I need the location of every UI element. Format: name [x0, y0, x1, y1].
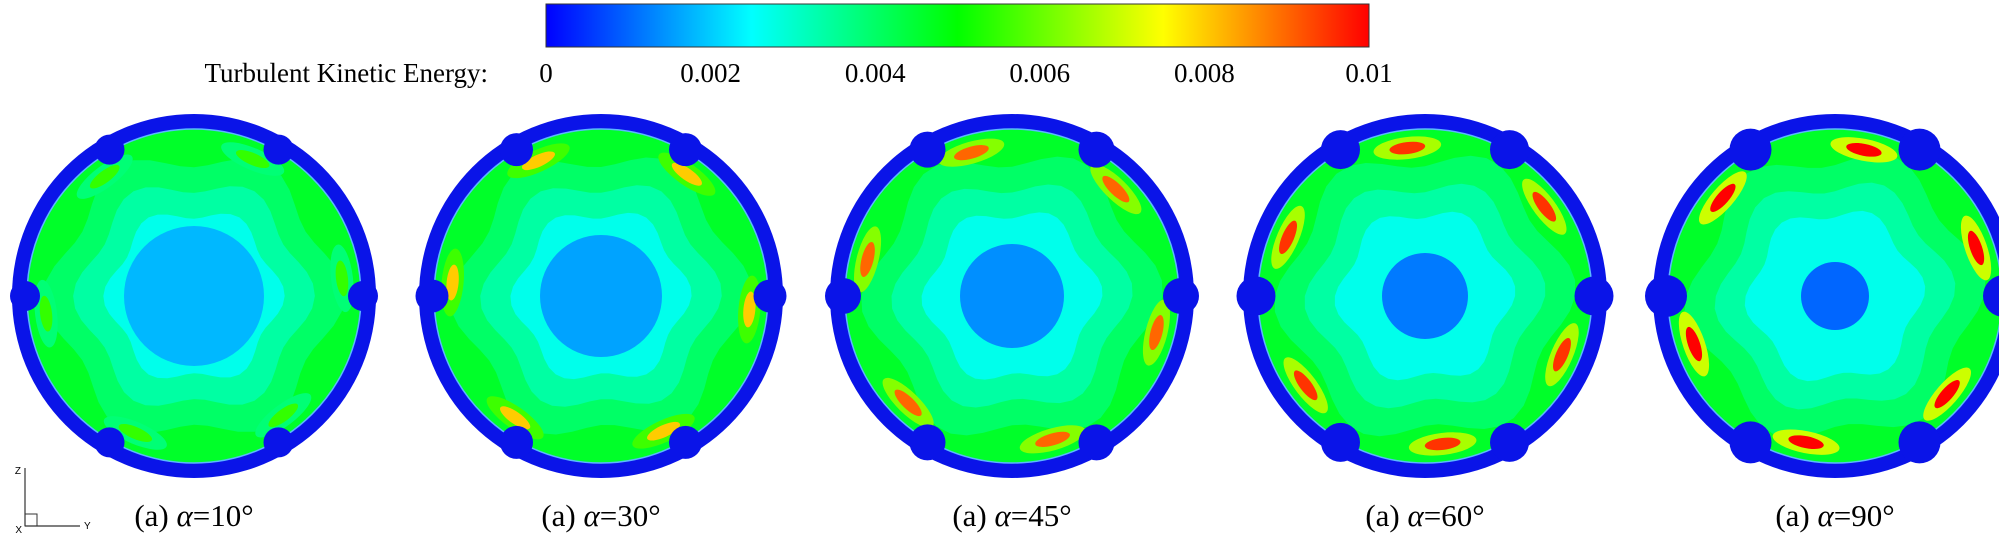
- hotspot-core: [1389, 141, 1426, 155]
- hotspot-core: [235, 150, 270, 169]
- hotspot-core: [1934, 380, 1960, 409]
- axis-triad: Z Y X: [15, 466, 91, 534]
- contour-panel: (a) α=30°: [415, 114, 787, 533]
- contour-panel: (a) α=90°: [1645, 114, 1999, 533]
- wall-notch: [1321, 422, 1360, 462]
- x-axis-label: X: [15, 525, 22, 534]
- wall-notch: [263, 134, 294, 165]
- panel-caption: (a) α=45°: [952, 498, 1071, 533]
- wall-notch: [1574, 276, 1614, 316]
- wall-notch: [1898, 421, 1941, 464]
- panel-caption: (a) α=60°: [1365, 498, 1484, 533]
- wall-notch: [263, 427, 294, 458]
- panel-caption: (a) α=90°: [1775, 498, 1894, 533]
- wall-notch: [669, 425, 702, 459]
- hotspot-core: [500, 406, 531, 430]
- wall-notch: [1078, 131, 1115, 168]
- hotspot-core: [860, 241, 875, 277]
- hotspot-core: [1967, 230, 1985, 266]
- colorbar-tick-label: 0.004: [845, 58, 906, 88]
- wall-notch: [1490, 130, 1529, 170]
- hotspot-core: [1532, 191, 1557, 222]
- wall-notch: [1163, 278, 1199, 314]
- y-axis-label: Y: [84, 521, 91, 532]
- hotspot-core: [268, 403, 299, 428]
- wall-notch: [1236, 276, 1276, 316]
- hotspot-core: [1552, 337, 1571, 372]
- wall-notch: [1983, 275, 1999, 317]
- colorbar-gradient: [545, 3, 1370, 48]
- colorbar-tick-label: 0.01: [1345, 58, 1392, 88]
- hotspot-core: [89, 164, 120, 189]
- contour-core: [124, 226, 264, 366]
- hotspot-core: [954, 145, 989, 161]
- wall-notch: [825, 278, 861, 314]
- wall-notch: [753, 279, 787, 313]
- contour-core: [1801, 262, 1869, 330]
- wall-notch: [348, 281, 378, 311]
- hotspot-core: [1710, 183, 1736, 212]
- wall-notch: [500, 425, 533, 459]
- wall-notch: [1729, 421, 1772, 464]
- z-axis-label: Z: [15, 466, 21, 477]
- colorbar: [545, 3, 1370, 48]
- hotspot-core: [1279, 220, 1298, 255]
- hotspot-core: [1424, 437, 1461, 451]
- legend-title: Turbulent Kinetic Energy:: [205, 58, 488, 88]
- wall-notch: [1898, 128, 1941, 171]
- contour-panels: (a) α=10° (a) α=30° (a) α=45° (a) α=60° (a) …: [10, 114, 1999, 533]
- panel-caption: (a) α=10°: [134, 498, 253, 533]
- hotspot-core: [743, 291, 756, 328]
- wall-notch: [909, 131, 946, 168]
- hotspot-core: [521, 151, 556, 171]
- wall-notch: [415, 279, 449, 313]
- colorbar-tick-label: 0: [539, 58, 553, 88]
- colorbar-ticks: 0 0.002 0.004 0.006 0.008 0.01: [539, 58, 1392, 88]
- contour-core: [1382, 253, 1468, 339]
- hotspot-core: [335, 260, 349, 297]
- colorbar-tick-label: 0.006: [1009, 58, 1070, 88]
- hotspot-core: [446, 264, 459, 301]
- wall-notch: [10, 281, 40, 311]
- contour-panel: (a) α=60°: [1236, 114, 1614, 533]
- hotspot-core: [1788, 435, 1824, 450]
- hotspot-core: [39, 295, 53, 332]
- wall-notch: [1490, 422, 1529, 462]
- hotspot-core: [1035, 431, 1070, 447]
- wall-notch: [1078, 424, 1115, 461]
- wall-notch: [909, 424, 946, 461]
- hotspot-core: [894, 389, 922, 417]
- contour-panel: (a) α=10°: [10, 114, 378, 533]
- wall-notch: [94, 134, 125, 165]
- panel-caption: (a) α=30°: [541, 498, 660, 533]
- colorbar-tick-label: 0.002: [680, 58, 741, 88]
- hotspot-core: [118, 423, 153, 442]
- wall-notch: [1321, 130, 1360, 170]
- axis-origin-box: [24, 513, 38, 527]
- wall-notch: [94, 427, 125, 458]
- contour-core: [540, 235, 662, 357]
- hotspot-core: [1102, 175, 1130, 203]
- hotspot-core: [671, 162, 702, 186]
- colorbar-tick-label: 0.008: [1174, 58, 1235, 88]
- wall-notch: [500, 133, 533, 167]
- hotspot-core: [646, 421, 681, 441]
- hotspot-core: [1685, 326, 1703, 362]
- wall-notch: [669, 133, 702, 167]
- hotspot-core: [1149, 315, 1164, 351]
- contour-panel: (a) α=45°: [825, 114, 1199, 533]
- hotspot-core: [1293, 370, 1318, 401]
- wall-notch: [1645, 275, 1687, 317]
- contour-core: [960, 244, 1064, 348]
- hotspot-core: [1846, 142, 1882, 157]
- wall-notch: [1729, 128, 1772, 171]
